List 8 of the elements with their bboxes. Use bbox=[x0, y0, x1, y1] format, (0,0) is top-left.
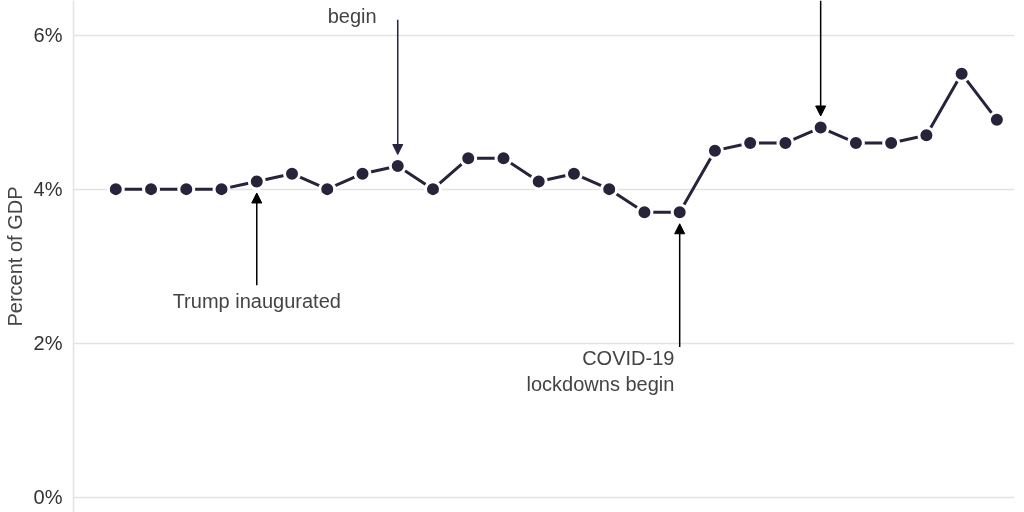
y-axis-title: Percent of GDP bbox=[3, 186, 26, 327]
annotation: begin bbox=[327, 4, 377, 27]
y-tick-label: 2% bbox=[33, 332, 63, 355]
y-tick-label: 0% bbox=[33, 486, 63, 509]
y-tick-label: 6% bbox=[33, 24, 63, 47]
annotation: Trump inaugurated bbox=[172, 289, 341, 312]
y-tick-label: 4% bbox=[33, 178, 63, 201]
annotation: COVID-19 lockdowns begin bbox=[526, 346, 675, 396]
